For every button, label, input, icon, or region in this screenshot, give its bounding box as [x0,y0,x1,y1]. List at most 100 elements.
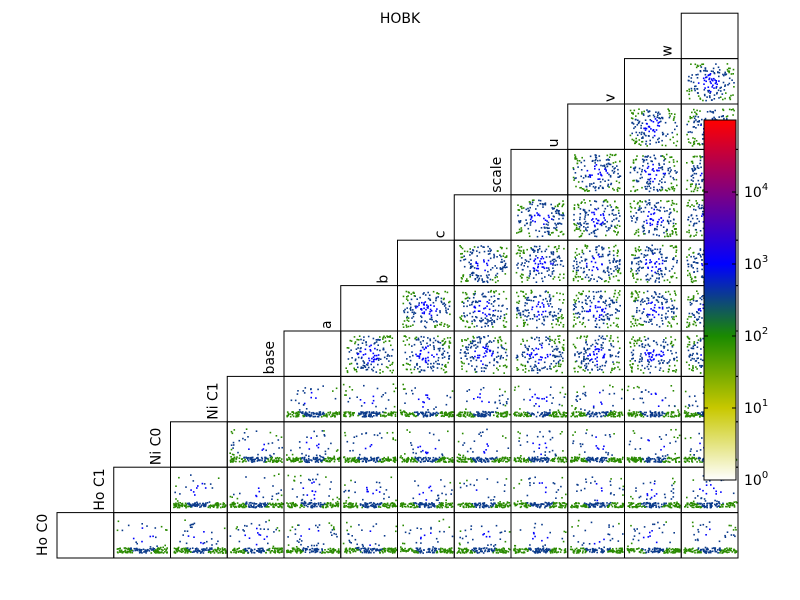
histogram-cell [490,506,493,509]
histogram-cell [570,546,572,548]
histogram-cell [622,494,624,496]
histogram-cell [354,550,357,553]
histogram-cell [178,476,180,479]
histogram-cell [417,503,420,505]
histogram-cell [673,549,675,551]
histogram-cell [336,412,339,414]
histogram-cell [706,547,709,550]
histogram-cell [345,500,348,502]
histogram-cell [606,460,609,463]
histogram-cell [386,502,389,505]
histogram-cell [224,550,227,552]
histogram-cell [402,549,405,551]
histogram-cell [305,415,308,417]
histogram-cell [578,453,581,456]
histogram-cell [372,492,374,495]
histogram-cell [264,503,266,505]
histogram-cell [607,460,610,463]
histogram-cell [554,455,557,457]
histogram-cell [414,480,416,482]
histogram-cell [420,550,423,553]
histogram-cell [383,535,386,537]
histogram-cell [519,456,522,459]
histogram-cell [304,387,307,389]
histogram-cell [478,433,480,435]
histogram-cell [337,504,340,506]
histogram-cell [304,412,307,414]
histogram-cell [617,540,620,542]
histogram-cell [349,415,351,418]
histogram-cell [540,459,542,461]
histogram-cell [232,505,235,507]
histogram-cell [544,505,547,507]
histogram-cell [631,456,633,459]
histogram-cell [635,461,637,463]
histogram-cell [404,531,407,534]
histogram-cell [672,548,674,550]
histogram-cell [175,485,177,487]
histogram-cell [705,534,707,536]
histogram-cell [361,411,364,413]
histogram-cell [447,502,449,505]
histogram-cell [334,505,337,508]
histogram-cell [642,458,645,461]
histogram-cell [406,459,408,461]
histogram-cell [505,503,508,505]
histogram-cell [428,458,431,460]
histogram-cell [153,551,156,554]
histogram-cell [513,458,516,461]
histogram-cell [298,402,300,405]
histogram-cell [670,490,673,492]
histogram-cell [448,548,451,551]
histogram-cell [541,503,543,505]
histogram-cell [709,503,712,505]
histogram-cell [310,391,313,394]
histogram-cell [665,460,667,462]
histogram-cell [196,551,199,554]
histogram-cell [622,456,624,459]
histogram-cell [644,549,647,551]
histogram-cell [644,506,646,508]
histogram-cell [486,443,488,445]
histogram-cell [278,551,281,554]
histogram-cell [588,459,591,462]
histogram-cell [296,548,299,551]
histogram-cell [484,505,487,507]
histogram-cell [504,484,506,486]
histogram-cell [234,505,237,508]
histogram-cell [572,442,574,445]
histogram-cell [344,434,347,437]
histogram-cell [383,505,385,507]
histogram-cell [497,502,500,504]
histogram-cell [388,496,390,498]
histogram-cell [391,552,394,554]
histogram-cell [307,413,309,416]
histogram-cell [384,548,387,550]
histogram-cell [263,538,266,540]
histogram-cell [527,504,530,507]
histogram-cell [233,460,235,462]
histogram-cell [233,551,235,554]
histogram-cell [370,415,373,417]
histogram-cell [735,551,738,553]
histogram-cell [432,456,435,459]
histogram-cell [281,551,284,553]
histogram-cell [135,549,138,551]
histogram-cell [613,457,616,459]
histogram-cell [303,500,306,503]
histogram-cell [649,498,652,500]
histogram-cell [319,551,321,554]
histogram-cell [596,551,598,554]
histogram-cell [518,503,521,505]
histogram-cell [369,544,371,546]
histogram-cell [530,503,533,505]
histogram-cell [392,456,395,459]
histogram-cell [451,552,454,554]
histogram-cell [278,459,280,462]
histogram-cell [678,434,681,437]
histogram-cell [496,550,499,552]
histogram-cell [514,545,517,547]
histogram-cell [394,413,397,416]
histogram-cell [612,458,614,460]
histogram-cell [635,548,638,550]
